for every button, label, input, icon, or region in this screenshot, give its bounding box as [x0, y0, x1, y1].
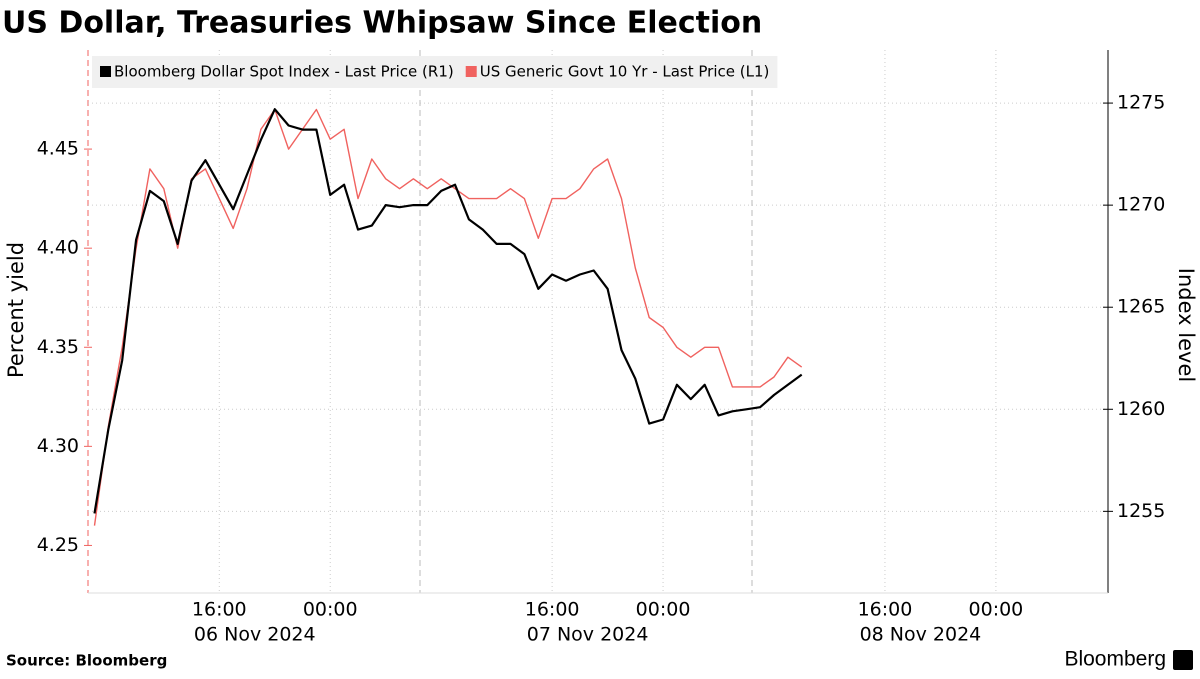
y-tick-label: 4.30	[37, 435, 79, 457]
legend-box	[92, 56, 778, 88]
x-tick-label: 00:00	[303, 599, 358, 621]
y2-tick-label: 1270	[1117, 194, 1165, 216]
brand: Bloomberg	[1064, 648, 1166, 671]
y2-tick-label: 1255	[1117, 500, 1165, 522]
y-tick-label: 4.40	[37, 237, 79, 259]
y-tick-label: 4.25	[37, 534, 79, 556]
y-axis-label: Percent yield	[4, 242, 28, 378]
legend-swatch	[100, 66, 111, 77]
legend-label: US Generic Govt 10 Yr - Last Price (L1)	[480, 63, 770, 81]
legend-label: Bloomberg Dollar Spot Index - Last Price…	[114, 63, 454, 81]
x-tick-label: 00:00	[636, 599, 691, 621]
y2-tick-label: 1275	[1117, 92, 1165, 114]
source: Source: Bloomberg	[6, 652, 167, 670]
x-tick-label: 16:00	[858, 599, 913, 621]
x-date-label: 06 Nov 2024	[194, 624, 316, 646]
series-line	[93, 108, 803, 514]
x-tick-label: 16:00	[192, 599, 247, 621]
y-tick-label: 4.45	[37, 138, 79, 160]
x-date-label: 07 Nov 2024	[527, 624, 649, 646]
brand-icon	[1173, 650, 1193, 670]
chart-title: US Dollar, Treasuries Whipsaw Since Elec…	[2, 6, 762, 41]
y2-tick-label: 1265	[1117, 296, 1165, 318]
y2-axis-label: Index level	[1174, 268, 1198, 382]
y2-tick-label: 1260	[1117, 398, 1165, 420]
x-date-label: 08 Nov 2024	[860, 624, 982, 646]
series-line	[93, 108, 803, 526]
legend-swatch	[465, 66, 477, 77]
x-tick-label: 16:00	[525, 599, 580, 621]
y-tick-label: 4.35	[37, 336, 79, 358]
x-tick-label: 00:00	[969, 599, 1024, 621]
